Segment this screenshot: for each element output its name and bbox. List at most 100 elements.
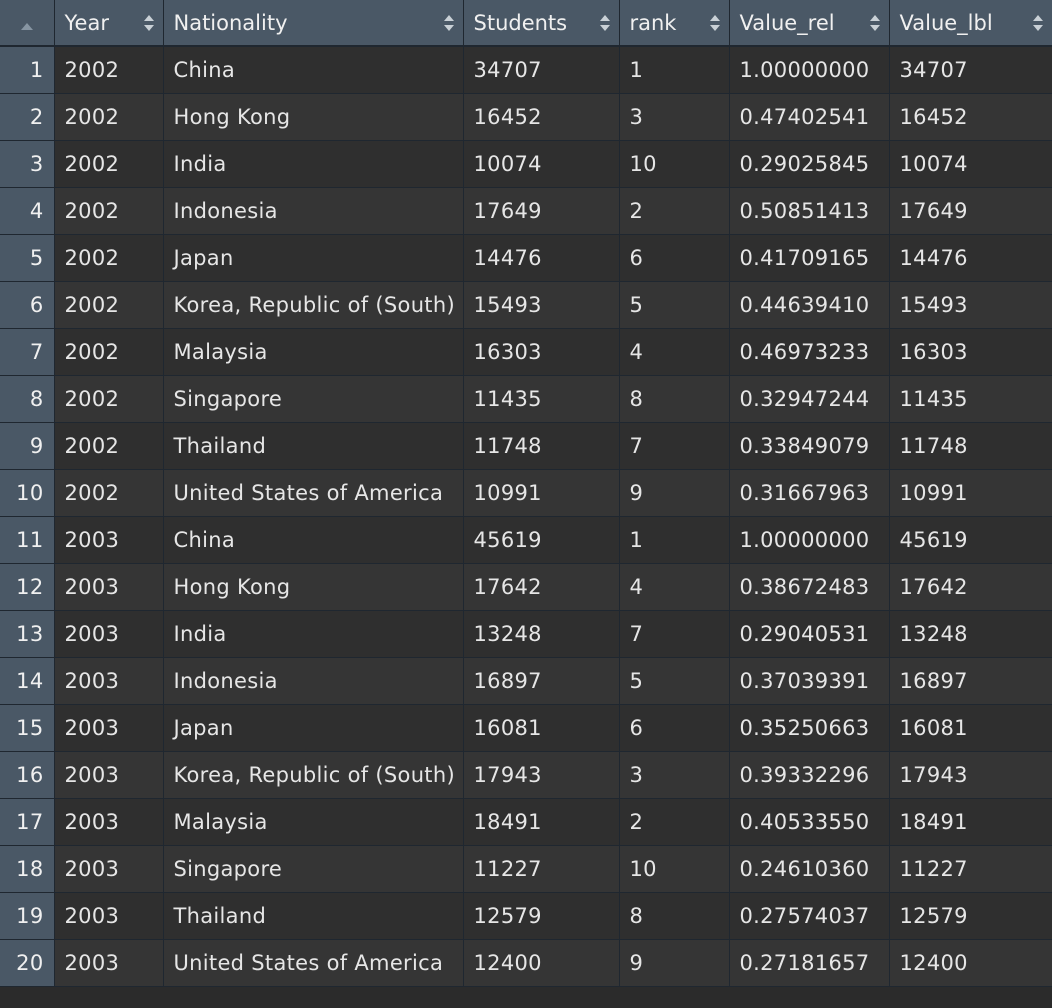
column-header-label: Nationality	[173, 10, 288, 35]
sort-icon[interactable]	[599, 14, 610, 31]
cell-year: 2003	[54, 939, 164, 987]
sort-icon[interactable]	[709, 14, 720, 31]
cell-students: 11227	[463, 845, 620, 893]
column-header-year[interactable]: Year	[54, 0, 164, 47]
cell-year: 2003	[54, 657, 164, 705]
cell-rank: 9	[619, 469, 730, 517]
cell-year: 2003	[54, 704, 164, 752]
column-header-nationality[interactable]: Nationality	[163, 0, 464, 47]
cell-value-rel: 0.44639410	[729, 281, 890, 329]
cell-students: 12400	[463, 939, 620, 987]
cell-value-rel: 0.41709165	[729, 234, 890, 282]
cell-students: 10991	[463, 469, 620, 517]
cell-year: 2003	[54, 892, 164, 940]
cell-year: 2003	[54, 563, 164, 611]
cell-value-rel: 0.24610360	[729, 845, 890, 893]
sort-icon[interactable]	[443, 14, 454, 31]
cell-year: 2002	[54, 375, 164, 423]
cell-year: 2002	[54, 140, 164, 188]
column-header-label: Year	[64, 10, 109, 35]
row-index: 5	[0, 234, 55, 282]
row-index: 16	[0, 751, 55, 799]
cell-nationality: Singapore	[163, 845, 464, 893]
row-index: 11	[0, 516, 55, 564]
cell-nationality: Hong Kong	[163, 93, 464, 141]
cell-rank: 10	[619, 845, 730, 893]
row-index: 3	[0, 140, 55, 188]
cell-value-rel: 0.31667963	[729, 469, 890, 517]
table-row: 2 2002 Hong Kong 16452 3 0.47402541 16452	[0, 93, 1052, 141]
table-row: 1 2002 China 34707 1 1.00000000 34707	[0, 46, 1052, 94]
row-index: 1	[0, 46, 55, 94]
cell-rank: 5	[619, 657, 730, 705]
cell-value-lbl: 15493	[889, 281, 1052, 329]
row-index: 17	[0, 798, 55, 846]
cell-year: 2003	[54, 798, 164, 846]
cell-value-rel: 0.40533550	[729, 798, 890, 846]
sort-icon[interactable]	[1032, 14, 1043, 31]
cell-rank: 9	[619, 939, 730, 987]
cell-value-lbl: 18491	[889, 798, 1052, 846]
sort-icon[interactable]	[143, 14, 154, 31]
cell-rank: 4	[619, 563, 730, 611]
cell-nationality: India	[163, 140, 464, 188]
cell-year: 2003	[54, 610, 164, 658]
cell-value-lbl: 16303	[889, 328, 1052, 376]
cell-value-lbl: 11435	[889, 375, 1052, 423]
cell-students: 17943	[463, 751, 620, 799]
cell-year: 2002	[54, 187, 164, 235]
cell-rank: 8	[619, 892, 730, 940]
cell-nationality: United States of America	[163, 469, 464, 517]
cell-students: 15493	[463, 281, 620, 329]
row-index-header[interactable]	[0, 0, 55, 47]
table-row: 4 2002 Indonesia 17649 2 0.50851413 17649	[0, 187, 1052, 235]
cell-value-rel: 1.00000000	[729, 46, 890, 94]
cell-value-lbl: 16897	[889, 657, 1052, 705]
cell-value-lbl: 17649	[889, 187, 1052, 235]
column-header-value-rel[interactable]: Value_rel	[729, 0, 890, 47]
column-header-value-lbl[interactable]: Value_lbl	[889, 0, 1052, 47]
cell-year: 2003	[54, 516, 164, 564]
cell-value-lbl: 11748	[889, 422, 1052, 470]
row-index: 12	[0, 563, 55, 611]
cell-value-rel: 0.27574037	[729, 892, 890, 940]
cell-value-rel: 0.29040531	[729, 610, 890, 658]
cell-year: 2003	[54, 845, 164, 893]
cell-value-lbl: 34707	[889, 46, 1052, 94]
column-header-students[interactable]: Students	[463, 0, 620, 47]
cell-nationality: Korea, Republic of (South)	[163, 281, 464, 329]
sort-ascending-icon	[20, 22, 33, 30]
cell-rank: 1	[619, 46, 730, 94]
row-index: 6	[0, 281, 55, 329]
table-row: 19 2003 Thailand 12579 8 0.27574037 12579	[0, 892, 1052, 940]
row-index: 10	[0, 469, 55, 517]
cell-rank: 2	[619, 187, 730, 235]
table-row: 8 2002 Singapore 11435 8 0.32947244 11435	[0, 375, 1052, 423]
cell-nationality: Hong Kong	[163, 563, 464, 611]
cell-students: 11748	[463, 422, 620, 470]
cell-nationality: Indonesia	[163, 187, 464, 235]
row-index: 9	[0, 422, 55, 470]
cell-rank: 7	[619, 422, 730, 470]
cell-students: 17642	[463, 563, 620, 611]
cell-nationality: Thailand	[163, 422, 464, 470]
sort-icon[interactable]	[869, 14, 880, 31]
column-header-rank[interactable]: rank	[619, 0, 730, 47]
cell-value-lbl: 11227	[889, 845, 1052, 893]
cell-nationality: Malaysia	[163, 328, 464, 376]
cell-year: 2002	[54, 281, 164, 329]
row-index: 8	[0, 375, 55, 423]
cell-rank: 3	[619, 93, 730, 141]
column-header-label: rank	[629, 10, 677, 35]
table-row: 11 2003 China 45619 1 1.00000000 45619	[0, 516, 1052, 564]
table-row: 3 2002 India 10074 10 0.29025845 10074	[0, 140, 1052, 188]
cell-value-lbl: 10991	[889, 469, 1052, 517]
table-row: 20 2003 United States of America 12400 9 0.27…	[0, 939, 1052, 987]
cell-value-lbl: 17642	[889, 563, 1052, 611]
cell-rank: 5	[619, 281, 730, 329]
cell-value-rel: 0.29025845	[729, 140, 890, 188]
cell-year: 2002	[54, 328, 164, 376]
cell-value-lbl: 12579	[889, 892, 1052, 940]
cell-nationality: Thailand	[163, 892, 464, 940]
cell-year: 2002	[54, 469, 164, 517]
